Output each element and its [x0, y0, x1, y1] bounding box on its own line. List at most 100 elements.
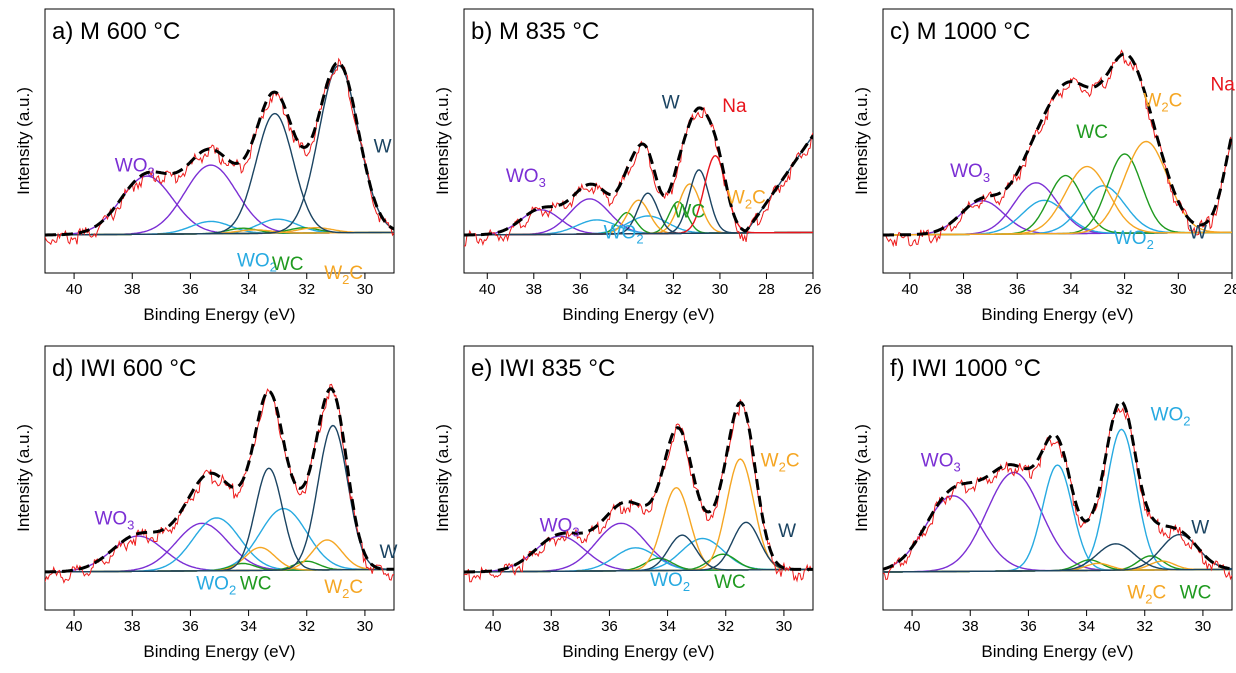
label-wo3: WO3	[540, 516, 580, 540]
peak-w2c-7	[464, 458, 813, 573]
label-wc: WC	[272, 254, 304, 275]
label-wc: WC	[673, 201, 705, 222]
chart-panel-2: 40 38 36 34 32 30 28 26 Binding Energy (eV) Inten…	[433, 8, 821, 324]
plot-frame	[463, 345, 814, 611]
peak-w-9	[45, 424, 394, 573]
x-tick-label: 30	[357, 281, 374, 298]
x-axis-label: Binding Energy (eV)	[143, 642, 295, 661]
x-tick-label: 32	[298, 281, 315, 298]
plot-area	[464, 399, 813, 583]
y-axis-label: Intensity (a.u.)	[14, 87, 33, 195]
peak-wo3-0	[883, 495, 1232, 572]
label-wo3: WO3	[94, 508, 134, 532]
x-tick-label: 34	[240, 618, 257, 635]
x-tick-label: 38	[962, 618, 979, 635]
raw-data-line	[464, 399, 813, 583]
x-tick-label: 36	[182, 281, 199, 298]
label-w: W	[1191, 517, 1209, 538]
chart-panel-1: 40 38 36 34 32 30 Binding Energy (eV) Intensity…	[14, 8, 395, 324]
label-na: Na	[722, 96, 747, 117]
peak-wo2-2	[883, 464, 1232, 573]
x-tick-label: 32	[1136, 618, 1153, 635]
peak-w-9	[883, 533, 1232, 573]
y-axis-label: Intensity (a.u.)	[433, 424, 452, 532]
panel-title: e) IWI 835 °C	[471, 355, 615, 382]
x-axis-label: Binding Energy (eV)	[981, 642, 1133, 661]
x-tick-label: 30	[776, 618, 793, 635]
panel-title: b) M 835 °C	[471, 18, 599, 45]
peak-w-8	[883, 543, 1232, 573]
y-axis-label: Intensity (a.u.)	[14, 424, 33, 532]
x-tick-label: 36	[1020, 618, 1037, 635]
x-tick-label: 40	[485, 618, 502, 635]
y-axis-label: Intensity (a.u.)	[852, 424, 871, 532]
x-tick-label: 38	[543, 618, 560, 635]
label-wo2: WO2	[196, 574, 236, 598]
plot-area	[464, 106, 813, 247]
x-tick-label: 34	[619, 281, 636, 298]
x-tick-label: 30	[712, 281, 729, 298]
plot-area	[883, 49, 1232, 248]
x-tick-label: 36	[182, 618, 199, 635]
fit-envelope-line	[45, 61, 394, 237]
plot-area	[45, 383, 394, 584]
peak-w-9	[45, 64, 394, 236]
label-w2c: W2C	[727, 187, 766, 211]
label-w: W	[374, 136, 392, 157]
peak-w-8	[45, 112, 394, 236]
plot-area	[883, 400, 1232, 581]
plot-frame	[44, 8, 395, 274]
label-na: Na	[1211, 75, 1236, 96]
x-tick-label: 36	[572, 281, 589, 298]
x-tick-label: 28	[758, 281, 775, 298]
label-w2c: W2C	[1127, 582, 1166, 606]
x-tick-label: 40	[66, 618, 83, 635]
peak-wo3-1	[45, 522, 394, 573]
plot-area	[45, 57, 394, 246]
fit-envelope-line	[464, 400, 813, 574]
x-tick-label: 30	[357, 618, 374, 635]
x-axis-label: Binding Energy (eV)	[981, 305, 1133, 324]
peak-wo2-3	[883, 185, 1232, 236]
panel-title: f) IWI 1000 °C	[890, 355, 1041, 382]
label-wo3: WO3	[115, 156, 155, 180]
x-tick-label: 38	[124, 618, 141, 635]
fit-envelope-line	[883, 400, 1232, 571]
label-w: W	[379, 542, 397, 563]
peak-wo3-1	[883, 182, 1232, 236]
x-tick-label: 34	[1078, 618, 1095, 635]
x-axis-label: Binding Energy (eV)	[143, 305, 295, 324]
x-tick-label: 34	[659, 618, 676, 635]
y-axis-label: Intensity (a.u.)	[852, 87, 871, 195]
panel-title: d) IWI 600 °C	[52, 355, 196, 382]
label-w2c: W2C	[324, 263, 363, 287]
fit-envelope-line	[45, 387, 394, 574]
peak-w2c-7	[883, 140, 1232, 236]
x-tick-label: 30	[1170, 281, 1187, 298]
x-tick-label: 38	[124, 281, 141, 298]
x-tick-label: 32	[665, 281, 682, 298]
panel-title: c) M 1000 °C	[890, 18, 1030, 45]
peak-wo3-1	[883, 471, 1232, 573]
label-w: W	[662, 92, 680, 113]
label-w2c: W2C	[761, 450, 800, 474]
label-w: W	[1189, 223, 1207, 244]
raw-data-line	[883, 407, 1232, 581]
fit-envelope-line	[883, 52, 1232, 237]
fit-envelope-line	[464, 106, 813, 237]
label-wo3: WO3	[921, 450, 961, 474]
raw-data-line	[883, 49, 1232, 248]
x-tick-label: 40	[902, 281, 919, 298]
panel-title: a) M 600 °C	[52, 18, 180, 45]
x-tick-label: 34	[1063, 281, 1080, 298]
label-wo2: WO2	[1151, 405, 1191, 429]
label-wc: WC	[1076, 122, 1108, 143]
chart-panel-3: 40 38 36 34 32 30 28 Binding Energy (eV) Intensi…	[852, 8, 1236, 324]
x-tick-label: 32	[1116, 281, 1133, 298]
x-tick-label: 34	[240, 281, 257, 298]
label-w: W	[778, 521, 796, 542]
y-axis-label: Intensity (a.u.)	[433, 87, 452, 195]
label-wo3: WO3	[950, 161, 990, 185]
raw-data-line	[45, 383, 394, 584]
